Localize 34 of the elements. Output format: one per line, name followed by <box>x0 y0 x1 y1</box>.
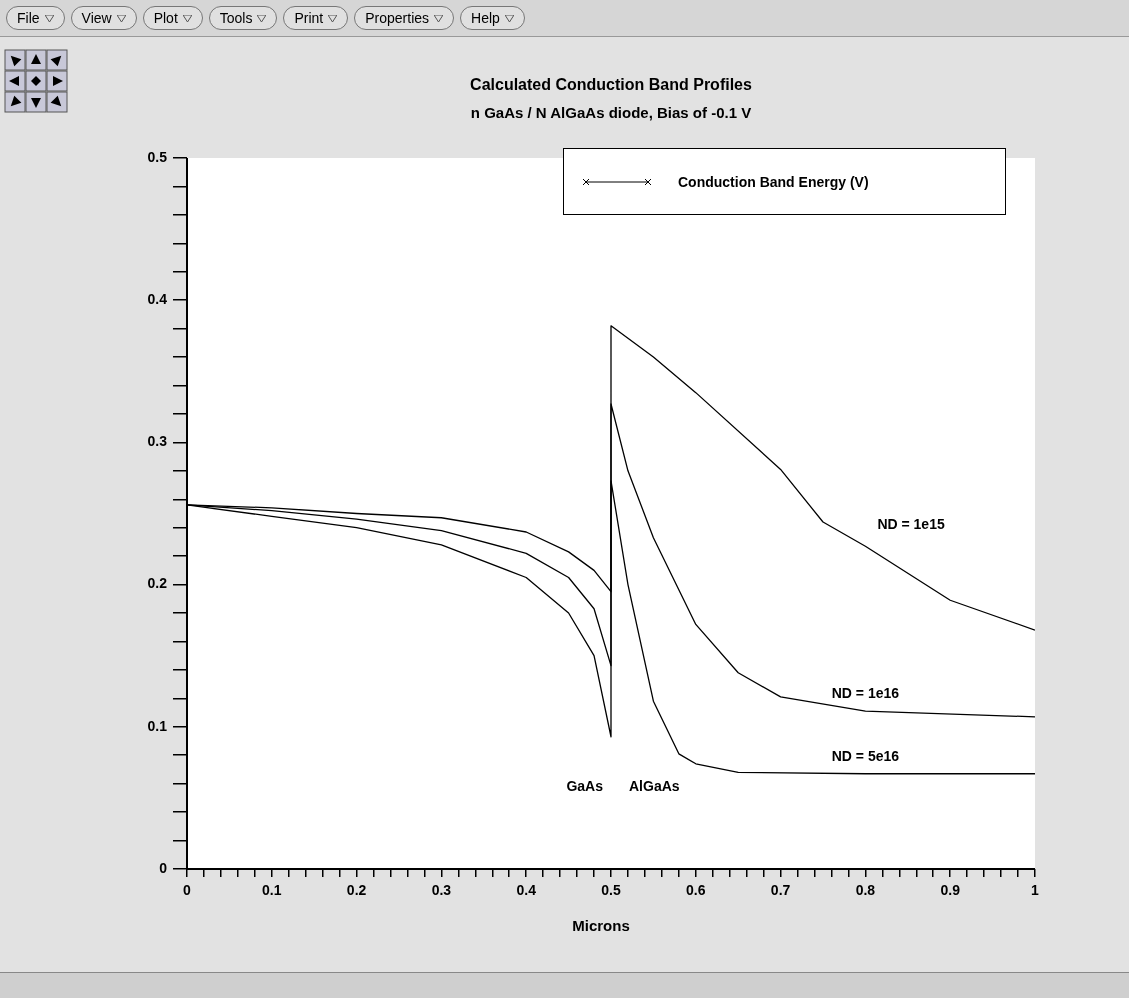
x-tick-label: 0.3 <box>431 882 452 899</box>
x-tick-label: 0.1 <box>262 882 282 899</box>
x-tick-label: 0.4 <box>516 882 537 899</box>
y-tick-label: 0.3 <box>147 433 168 450</box>
text: View <box>81 10 112 26</box>
legend-title: Conduction Band Energy (V) <box>678 173 869 190</box>
text: Plot <box>153 10 178 26</box>
text: Properties <box>365 10 430 26</box>
chart-title: Calculated Conduction Band Profiles <box>470 76 752 94</box>
text: Print <box>294 10 324 26</box>
series-label: ND = 1e16 <box>831 685 900 702</box>
x-tick-label: 0.8 <box>855 882 876 899</box>
x-axis-title: Microns <box>572 917 630 935</box>
annotation: GaAs <box>566 777 604 794</box>
annotation: AlGaAs <box>629 777 680 794</box>
x-tick-label: 0.2 <box>346 882 367 899</box>
x-tick-label: 0.6 <box>686 882 706 899</box>
text: Help <box>471 10 500 26</box>
series-label: ND = 5e16 <box>831 747 900 764</box>
y-tick-label: 0.1 <box>147 717 168 734</box>
series-label: ND = 1e15 <box>877 516 945 533</box>
x-tick-label: 0.9 <box>940 882 961 899</box>
x-tick-label: 1 <box>1031 882 1040 899</box>
y-tick-label: 0.4 <box>147 291 168 308</box>
y-tick-label: 0.2 <box>147 575 168 592</box>
x-tick-label: 0.7 <box>770 882 791 899</box>
text: Tools <box>219 10 253 26</box>
chart-subtitle: n GaAs / N AlGaAs diode, Bias of -0.1 V <box>470 104 752 122</box>
x-tick-label: 0.5 <box>601 882 621 899</box>
y-tick-label: 0.5 <box>147 148 168 165</box>
legend-box: Conduction Band Energy (V) <box>563 148 1006 215</box>
text: File <box>17 10 40 26</box>
y-tick-label: 0 <box>159 859 168 876</box>
x-tick-label: 0 <box>183 882 192 899</box>
